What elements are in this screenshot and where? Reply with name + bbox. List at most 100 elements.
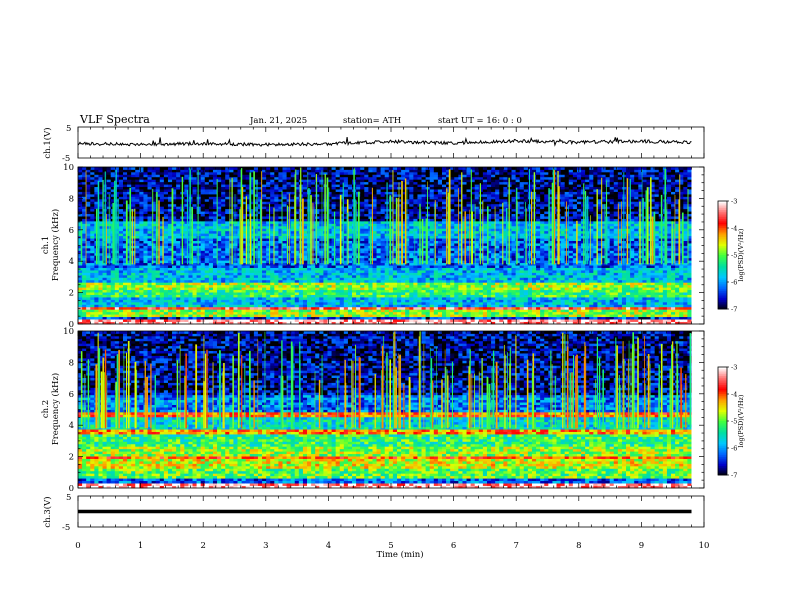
spectrogram-cell (270, 316, 275, 320)
spectrogram-cell (163, 233, 169, 237)
spectrogram-cell (339, 176, 345, 180)
spectrogram-cell (135, 262, 140, 266)
spectrogram-cell (172, 167, 177, 170)
spectrogram-cell (147, 196, 153, 200)
spectrogram-cell (217, 225, 222, 229)
spectrogram-cell (172, 235, 177, 239)
spectrogram-cell (204, 206, 210, 210)
spectrogram-cell (352, 270, 357, 273)
spectrogram-cell (253, 262, 259, 266)
spectrogram-cell (323, 294, 328, 298)
spectrogram-cell (147, 245, 153, 249)
spectrogram-cell (347, 252, 353, 256)
spectrogram-cell (237, 292, 242, 295)
spectrogram-cell (286, 321, 292, 325)
spectrogram-cell (360, 292, 365, 295)
spectrogram-cell (208, 181, 214, 185)
spectrogram-cell (307, 319, 312, 322)
spectrogram-cell (204, 311, 210, 315)
spectrogram-cell (356, 189, 361, 192)
spectrogram-cell (262, 314, 267, 318)
spectrogram-cell (143, 174, 148, 178)
spectrogram-cell (192, 206, 198, 210)
spectrogram-cell (253, 193, 259, 197)
spectrogram-cell (319, 240, 324, 244)
spectrogram-cell (163, 282, 169, 286)
spectrogram-cell (327, 208, 332, 212)
spectrogram-cell (82, 255, 87, 259)
spectrogram-cell (159, 184, 165, 188)
spectrogram-cell (106, 292, 112, 295)
spectrogram-cell (221, 201, 226, 205)
spectrogram-cell (335, 220, 341, 224)
spectrogram-cell (143, 220, 148, 224)
spectrogram-cell (372, 208, 377, 212)
spectrogram-cell (253, 297, 259, 300)
spectrogram-cell (122, 179, 128, 183)
spectrogram-cell (192, 225, 198, 229)
spectrogram-cell (323, 309, 328, 313)
spectrogram-cell (200, 306, 206, 310)
spectrogram-cell (302, 304, 308, 308)
spectrogram-cell (151, 240, 157, 244)
spectrogram-cell (94, 282, 99, 286)
spectrogram-cell (311, 274, 316, 278)
spectrogram-cell (294, 171, 300, 175)
spectrogram-cell (90, 301, 95, 305)
spectrogram-cell (184, 216, 189, 219)
spectrogram-cell (233, 262, 238, 266)
spectrogram-cell (290, 225, 296, 229)
spectrogram-cell (294, 306, 300, 310)
spectrogram-cell (274, 235, 279, 239)
spectrogram-cell (294, 238, 300, 241)
spectrogram-cell (143, 277, 148, 281)
spectrogram-cell (90, 252, 95, 256)
spectrogram-cell (323, 171, 328, 175)
spectrogram-cell (221, 171, 226, 175)
spectrogram-cell (343, 257, 349, 261)
spectrogram-cell (208, 292, 214, 295)
spectrogram-cell (90, 196, 95, 200)
spectrogram-cell (233, 247, 238, 251)
spectrogram-cell (86, 316, 91, 320)
spectrogram-cell (347, 270, 353, 273)
spectrogram-cell (270, 233, 275, 237)
spectrogram-cell (212, 189, 218, 192)
spectrogram-cell (217, 208, 222, 212)
spectrogram-cell (225, 230, 230, 234)
spectrogram-cell (135, 265, 140, 268)
spectrogram-cell (274, 252, 279, 256)
spectrogram-cell (274, 189, 279, 192)
spectrogram-cell (380, 262, 386, 266)
spectrogram-cell (127, 208, 132, 212)
spectrogram-cell (94, 292, 99, 295)
spectrogram-cell (327, 238, 332, 241)
spectrogram-cell (233, 250, 238, 254)
spectrogram-cell (327, 191, 332, 195)
spectrogram-cell (319, 270, 324, 273)
spectrogram-cell (286, 301, 292, 305)
spectrogram-cell (184, 213, 189, 217)
spectrogram-cell (78, 304, 83, 308)
spectrogram-cell (114, 311, 120, 315)
spectrogram-cell (118, 297, 124, 300)
spectrogram-cell (192, 189, 198, 192)
spectrogram-cell (327, 184, 332, 188)
spectrogram-cell (204, 235, 210, 239)
spectrogram-cell (102, 306, 108, 310)
spectrogram-cell (278, 289, 283, 293)
spectrogram-cell (155, 191, 161, 195)
spectrogram-cell (94, 284, 99, 288)
spectrogram-cell (139, 270, 144, 273)
spectrogram-cell (212, 314, 218, 318)
spectrogram-cell (257, 282, 263, 286)
spectrogram-cell (298, 311, 304, 315)
spectrogram-cell (167, 262, 173, 266)
spectrogram-cell (364, 309, 369, 313)
spectrogram-cell (229, 270, 234, 273)
spectrogram-cell (372, 233, 377, 237)
spectrogram-cell (253, 235, 259, 239)
spectrogram-cell (364, 230, 369, 234)
spectrogram-cell (233, 284, 238, 288)
spectrogram-cell (221, 287, 226, 291)
